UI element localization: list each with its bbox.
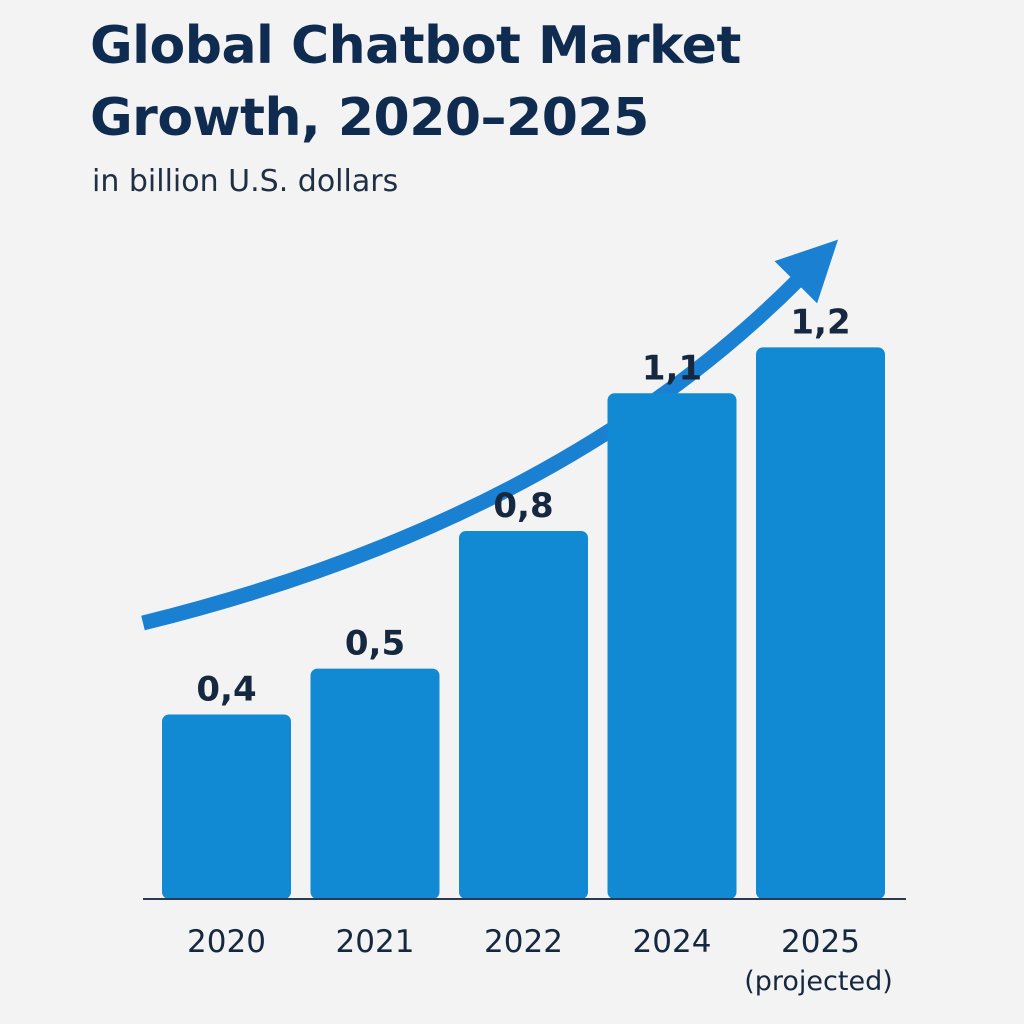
bar-2022 [459, 530, 588, 899]
x-tick-label-2020: 2020 [187, 924, 266, 960]
value-label-2022: 0,8 [493, 486, 553, 526]
value-label-2021: 0,5 [345, 624, 405, 664]
value-label-2025: 1,2 [790, 302, 850, 342]
x-tick-label-2021: 2021 [336, 924, 415, 960]
bar-2020 [162, 714, 291, 899]
x-tick-label-2022: 2022 [484, 924, 563, 960]
chart-title: Global Chatbot Market Growth, 2020–2025 [90, 16, 741, 148]
trend-arrow [141, 239, 839, 631]
bar-2025 [756, 347, 885, 900]
x-tick-note-2025: (projected) [744, 966, 893, 997]
bar-2021 [310, 668, 440, 899]
chart-subtitle: in billion U.S. dollars [92, 164, 399, 199]
value-label-2024: 1,1 [642, 348, 702, 388]
x-tick-label-2025: 2025 [781, 924, 860, 960]
x-tick-label-2024: 2024 [633, 924, 712, 960]
bar-2024 [607, 393, 737, 899]
value-label-2020: 0,4 [196, 669, 256, 709]
